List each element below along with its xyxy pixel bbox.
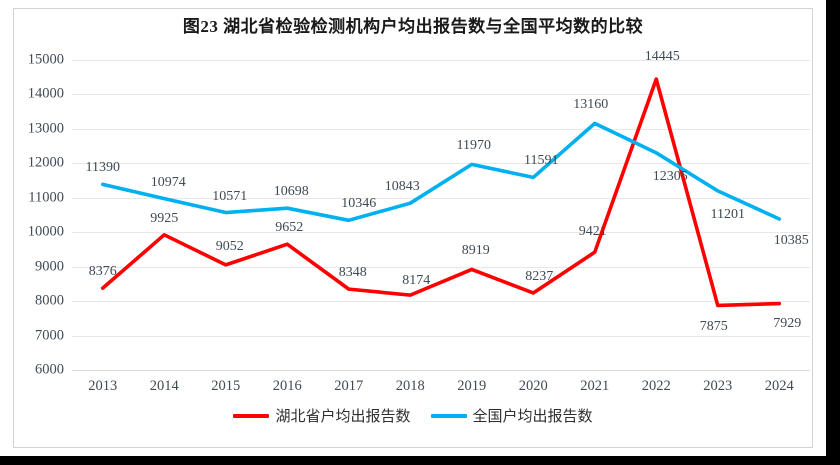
x-axis-tick: 2021 xyxy=(580,378,610,394)
data-label: 11201 xyxy=(710,206,745,222)
x-axis-tick: 2013 xyxy=(88,378,118,394)
data-label: 7929 xyxy=(773,315,802,331)
gridline xyxy=(72,266,810,268)
gridline xyxy=(72,232,810,234)
x-axis-tick: 2022 xyxy=(641,378,671,394)
data-label: 8174 xyxy=(402,273,431,289)
x-axis-tick: 2016 xyxy=(272,378,302,394)
y-axis-tick: 14000 xyxy=(27,85,64,102)
legend-label: 全国户均出报告数 xyxy=(472,409,593,425)
y-axis-tick: 11000 xyxy=(28,189,64,206)
x-axis-tick: 2014 xyxy=(149,378,179,394)
y-axis-tick: 6000 xyxy=(35,361,64,378)
data-label: 9925 xyxy=(150,210,179,226)
chart-legend: 湖北省户均出报告数 全国户均出报告数 xyxy=(0,405,826,426)
x-axis-tick: 2018 xyxy=(395,378,425,394)
y-axis-tick: 15000 xyxy=(27,51,64,68)
gridline xyxy=(72,335,810,337)
data-label: 8919 xyxy=(461,243,490,259)
legend-swatch-icon xyxy=(233,413,270,418)
data-label: 8376 xyxy=(88,264,117,280)
y-axis-tick: 9000 xyxy=(35,258,64,275)
data-label: 9421 xyxy=(578,224,607,240)
data-label: 10843 xyxy=(384,179,420,195)
data-label: 11970 xyxy=(456,138,491,154)
legend-label: 湖北省户均出报告数 xyxy=(275,409,411,425)
data-label: 11390 xyxy=(85,160,120,176)
chart-card: 图23 湖北省检验检测机构户均出报告数与全国平均数的比较 6000 7000 800… xyxy=(0,0,826,456)
data-label: 12305 xyxy=(652,168,688,184)
y-axis-tick: 7000 xyxy=(35,327,64,344)
gridline xyxy=(72,128,810,130)
data-label: 11591 xyxy=(524,153,559,169)
y-axis-tick: 10000 xyxy=(27,223,64,240)
chart-title: 图23 湖北省检验检测机构户均出报告数与全国平均数的比较 xyxy=(182,17,644,36)
legend-swatch-icon xyxy=(430,413,467,418)
data-label: 14445 xyxy=(644,49,680,65)
data-label: 8237 xyxy=(525,268,554,284)
x-axis-tick: 2024 xyxy=(764,378,794,394)
gridline xyxy=(72,197,810,199)
plot-area: 6000 7000 8000 9000 10000 11000 12000 13000 1400… xyxy=(28,49,810,394)
data-label: 10346 xyxy=(341,196,377,212)
data-label: 10974 xyxy=(150,174,186,190)
gridline xyxy=(72,163,810,165)
x-axis-tick: 2017 xyxy=(334,378,364,394)
x-axis-tick: 2019 xyxy=(457,378,487,394)
y-axis-tick: 8000 xyxy=(35,292,64,309)
data-label: 9652 xyxy=(275,220,304,236)
gridline xyxy=(72,370,810,371)
series-line xyxy=(100,77,782,308)
legend-item[interactable]: 全国户均出报告数 xyxy=(430,405,593,426)
data-label: 13160 xyxy=(573,97,609,113)
data-label: 10698 xyxy=(273,184,309,200)
data-label: 10571 xyxy=(212,188,248,204)
gridline xyxy=(72,301,810,303)
y-axis-tick: 13000 xyxy=(27,120,64,137)
data-label: 7875 xyxy=(699,319,728,335)
data-label: 8348 xyxy=(338,265,367,281)
legend-item[interactable]: 湖北省户均出报告数 xyxy=(233,405,411,426)
data-label: 9052 xyxy=(215,238,244,254)
x-axis-tick: 2015 xyxy=(211,378,241,394)
x-axis-tick: 2020 xyxy=(518,378,548,394)
gridline xyxy=(72,60,810,61)
series-line xyxy=(100,121,782,223)
chart-frame xyxy=(13,8,813,448)
gridline xyxy=(72,94,810,96)
series-lines xyxy=(100,77,782,308)
data-label: 10385 xyxy=(773,232,809,248)
x-axis-tick: 2023 xyxy=(703,378,733,394)
y-axis-tick: 12000 xyxy=(27,154,64,171)
